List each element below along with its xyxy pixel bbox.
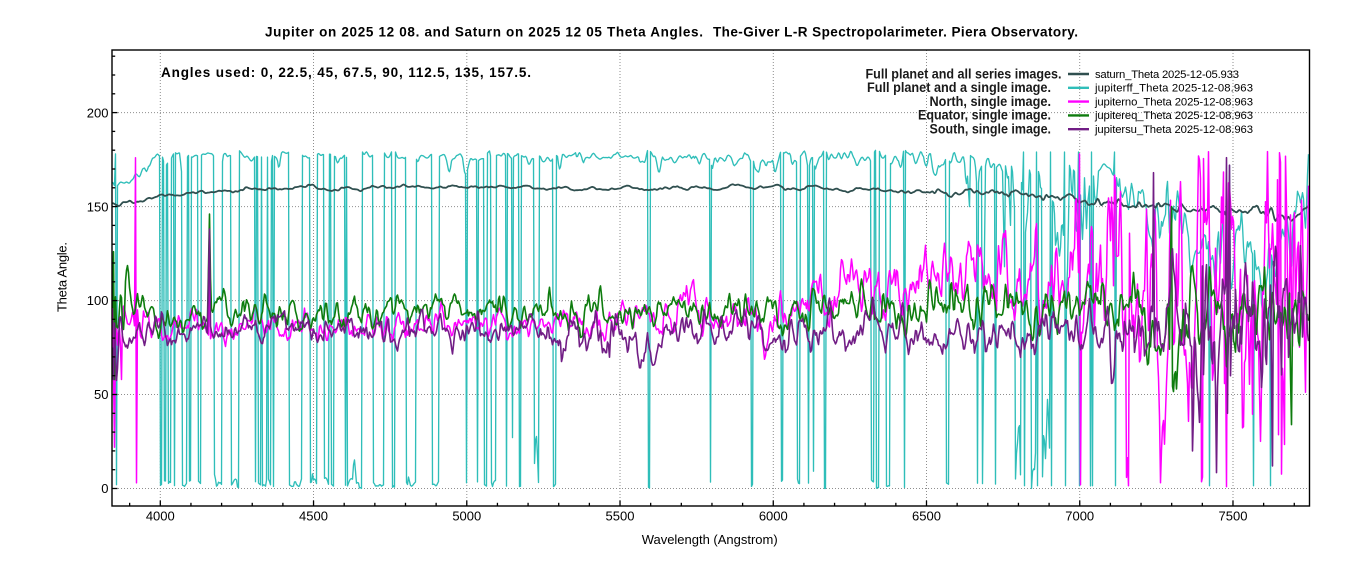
svg-text:Jupiter on 2025 12 08. and Sat: Jupiter on 2025 12 08. and Saturn on 202… (265, 25, 703, 40)
svg-text:Wavelength (Angstrom): Wavelength (Angstrom) (642, 532, 778, 547)
svg-text:jupiterno_Theta 2025-12-08.963: jupiterno_Theta 2025-12-08.963 (1094, 96, 1253, 108)
svg-text:The-Giver L-R Spectropolarimet: The-Giver L-R Spectropolarimeter. Piera … (713, 25, 1078, 40)
svg-text:5500: 5500 (606, 509, 635, 524)
svg-text:saturn_Theta 2025-12-05.933: saturn_Theta 2025-12-05.933 (1095, 69, 1239, 81)
svg-text:200: 200 (87, 105, 109, 120)
svg-text:North, single image.: North, single image. (930, 94, 1052, 109)
svg-text:100: 100 (87, 293, 109, 308)
svg-text:jupitersu_Theta 2025-12-08.963: jupitersu_Theta 2025-12-08.963 (1094, 124, 1253, 136)
svg-text:Full planet and a single image: Full planet and a single image. (867, 80, 1051, 95)
svg-text:5000: 5000 (452, 509, 481, 524)
svg-text:7000: 7000 (1065, 509, 1094, 524)
svg-text:Theta Angle.: Theta Angle. (55, 242, 70, 312)
svg-text:Angles used: 0, 22.5, 45,: Angles used: 0, 22.5, 45, 67.5, 90, 112.… (161, 65, 531, 80)
svg-text:jupitereq_Theta 2025-12-08.963: jupitereq_Theta 2025-12-08.963 (1094, 110, 1253, 122)
svg-text:7500: 7500 (1219, 509, 1248, 524)
svg-text:South, single image.: South, single image. (930, 122, 1052, 137)
svg-text:Equator, single image.: Equator, single image. (918, 108, 1051, 123)
svg-text:6500: 6500 (912, 509, 941, 524)
svg-text:50: 50 (94, 387, 108, 402)
svg-text:jupiterff_Theta 2025-12-08.963: jupiterff_Theta 2025-12-08.963 (1094, 83, 1253, 95)
svg-text:Full planet and all series ima: Full planet and all series images. (866, 66, 1062, 81)
svg-text:6000: 6000 (759, 509, 788, 524)
svg-text:4000: 4000 (146, 509, 175, 524)
svg-text:0: 0 (101, 481, 108, 496)
svg-text:150: 150 (87, 199, 109, 214)
svg-text:4500: 4500 (299, 509, 328, 524)
